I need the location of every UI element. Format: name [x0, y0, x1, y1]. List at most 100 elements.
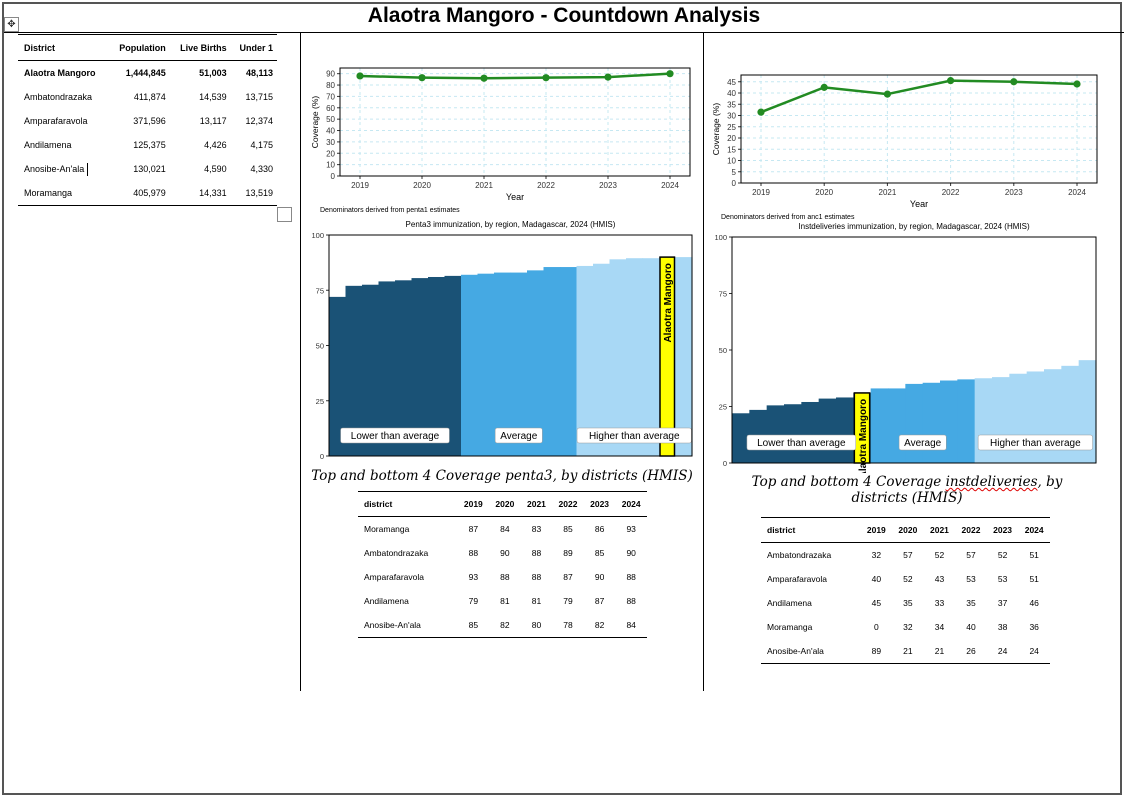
x-tick-label: 2022 [942, 188, 960, 197]
table-row: Anosibe-An'ala 89 21 21 26 24 24 [761, 639, 1050, 664]
bar [905, 383, 924, 463]
bar [609, 259, 627, 456]
bar [784, 404, 802, 463]
y-tick-label: 100 [311, 231, 324, 240]
plot-border [328, 234, 693, 457]
x-tick-label: 2020 [413, 181, 431, 190]
y-tick-label: 25 [719, 403, 727, 412]
highlight-label: Alaotra Mangoro [858, 399, 869, 473]
data-point [883, 90, 891, 98]
table-cell: Moramanga [767, 622, 813, 632]
y-tick-label: 0 [331, 172, 336, 181]
table-cell: 32 [871, 550, 882, 560]
table-move-handle-icon[interactable]: ✥ [4, 17, 19, 32]
bar [461, 274, 479, 456]
y-tick-label: 5 [732, 168, 737, 177]
table-header-row: district 2019 2020 2021 2022 2023 2024 [761, 517, 1050, 543]
bar [444, 275, 462, 456]
data-point [604, 73, 612, 81]
caption-misspelled-word[interactable]: instdeliveries [945, 474, 1038, 490]
table-cell: 57 [903, 550, 913, 560]
table-cell: 85 [563, 524, 573, 534]
bar [957, 379, 976, 463]
table-cell: 81 [500, 596, 510, 606]
plot-border [740, 74, 1098, 184]
table-cell: 52 [903, 574, 913, 584]
column-divider-2 [703, 33, 704, 691]
table-cell: Andilamena [364, 596, 409, 606]
y-tick-label: 70 [326, 92, 335, 101]
table-cell: 87 [563, 572, 573, 582]
bar [494, 272, 512, 456]
y-axis-label: Coverage (%) [711, 103, 721, 156]
bar [395, 280, 413, 456]
y-tick-label: 90 [326, 70, 335, 79]
header-under-1: Under 1 [230, 34, 277, 61]
table-cell: 43 [934, 574, 945, 584]
table-cell: 82 [500, 620, 510, 630]
bar [974, 378, 993, 463]
header-district: District [18, 34, 109, 61]
table-cell: 24 [1029, 646, 1039, 656]
table-cell: 88 [500, 572, 510, 582]
instdeliveries-trend-chart: 0 5 10 15 20 25 30 35 40 45 2019 2020 2021 2022 2023 20… [711, 74, 1098, 221]
x-axis-label: Year [910, 199, 928, 209]
group-label-box [746, 434, 856, 451]
column-header: district [761, 517, 861, 543]
table-cell: 13,715 [245, 92, 273, 102]
series-line [760, 79, 1078, 114]
table-cell: Alaotra Mangoro [24, 68, 96, 78]
table-cell: 4,590 [204, 164, 227, 174]
table-resize-handle[interactable] [277, 207, 292, 222]
group-label-box [898, 434, 947, 451]
data-point [820, 83, 828, 91]
data-point [1073, 80, 1081, 88]
y-tick-label: 0 [320, 452, 324, 461]
plot-border [731, 236, 1097, 464]
table-cell: 51 [1029, 550, 1039, 560]
penta3-district-table: district 2019 2020 2021 2022 2023 2024 Moraman… [358, 491, 647, 638]
bar [362, 284, 380, 456]
table-cell: 0 [873, 622, 879, 632]
group-label: Lower than average [351, 431, 440, 442]
table-cell: 371,596 [133, 116, 166, 126]
bar [527, 270, 545, 456]
table-cell: 82 [594, 620, 605, 630]
table-cell: 35 [903, 598, 913, 608]
table-cell: 34 [934, 622, 945, 632]
table-cell: Ambatondrazaka [24, 92, 93, 102]
text-cursor [87, 163, 88, 176]
table-cell: Moramanga [24, 188, 73, 198]
table-cell: Moramanga [364, 524, 410, 534]
x-tick-label: 2019 [351, 181, 369, 190]
header-live-births: Live Births [169, 34, 231, 61]
table-cell: 86 [594, 524, 605, 534]
bar [732, 413, 750, 463]
y-tick-label: 45 [727, 78, 736, 87]
table-cell: 130,021 [133, 164, 166, 174]
x-tick-label: 2023 [1005, 188, 1023, 197]
table-cell: 84 [500, 524, 510, 534]
table-cell: 4,175 [250, 140, 273, 150]
table-cell: 21 [903, 646, 913, 656]
table-row: Amparafaravola 40 52 43 53 53 51 [761, 567, 1050, 591]
table-cell: 90 [626, 548, 636, 558]
bar [801, 401, 820, 463]
y-tick-label: 10 [727, 157, 736, 166]
y-tick-label: 40 [326, 127, 335, 136]
table-cell: Anosibe-An'ala [364, 620, 421, 630]
table-cell: 81 [531, 596, 542, 606]
table-cell: Andilamena [767, 598, 812, 608]
table-cell: Amparafaravola [364, 572, 425, 582]
table-cell: 93 [626, 524, 636, 534]
bar [329, 296, 347, 456]
y-tick-label: 20 [326, 149, 335, 158]
bar [593, 263, 611, 456]
y-tick-label: 10 [326, 161, 335, 170]
table-header-row: district 2019 2020 2021 2022 2023 2024 [358, 491, 647, 517]
table-row: Ambatondrazaka 32 57 52 57 52 51 [761, 543, 1050, 568]
bar [836, 397, 854, 463]
table-cell: 88 [531, 572, 542, 582]
data-point [666, 70, 674, 78]
table-cell: 53 [966, 574, 976, 584]
